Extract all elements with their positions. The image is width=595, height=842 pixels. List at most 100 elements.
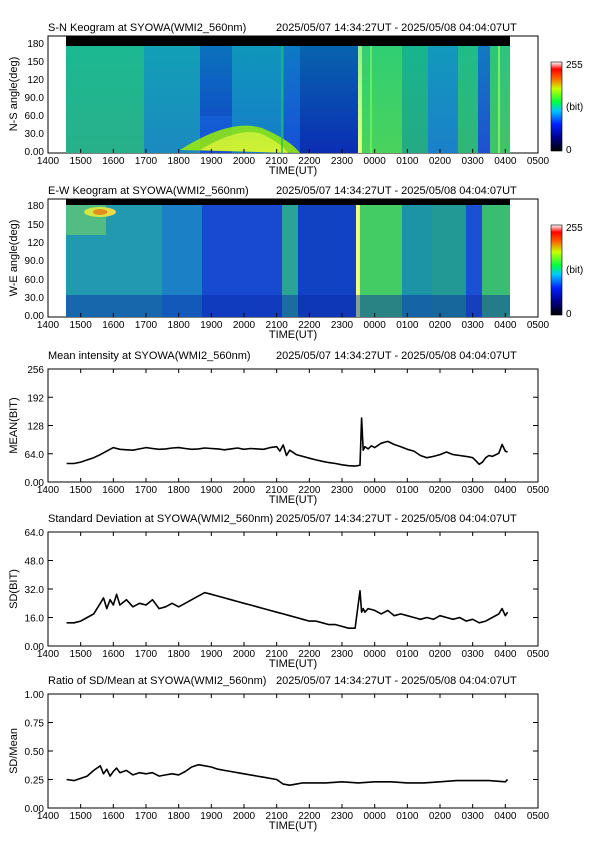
sd-xtick-label-0: 1400	[37, 649, 60, 660]
ratio-ytick-label-4: 1.00	[25, 690, 45, 701]
ratio-xtick-label-10: 0000	[364, 811, 387, 822]
mean-ytick-label-1: 64.0	[25, 450, 45, 461]
sd-xtick-label-6: 2000	[233, 649, 256, 660]
ew-colorbar-bar	[550, 224, 563, 316]
ew-xtick-label-10: 0000	[364, 320, 387, 331]
ew-xtick-label-2: 1600	[102, 320, 125, 331]
ratio-xtick-label-14: 0400	[494, 811, 517, 822]
sn-colorbar-bar	[550, 61, 563, 152]
mean-xtick-label-12: 0200	[429, 485, 452, 496]
ew-ytick-120: 120	[27, 238, 44, 249]
ew-keogram-yticks: 0.00 30.0 60.0 90.0 120 150 180	[25, 201, 45, 322]
ratio-xtick-label-3: 1700	[135, 811, 158, 822]
sn-xtick-label-10: 0000	[364, 156, 387, 167]
ew-colorbar-max: 255	[566, 223, 583, 234]
ew-xtick-label-7: 2100	[266, 320, 289, 331]
sn-ytick-120: 120	[27, 75, 44, 86]
sd-xtick-label-2: 1600	[102, 649, 125, 660]
sn-keogram-image	[66, 36, 510, 153]
sn-keogram-yticks: 0.00 30.0 60.0 90.0 120 150 180	[25, 39, 45, 158]
sn-ytick-0: 0.00	[25, 147, 45, 158]
sd-xtick-label-10: 0000	[364, 649, 387, 660]
sn-xtick-label-12: 0200	[429, 156, 452, 167]
sd-ytick-label-1: 16.0	[25, 614, 45, 625]
mean-xtick-label-10: 0000	[364, 485, 387, 496]
ratio-xtick-label-5: 1900	[200, 811, 223, 822]
sn-xtick-label-13: 0300	[462, 156, 485, 167]
ew-xtick-label-9: 2300	[331, 320, 354, 331]
ew-keogram-title: E-W Keogram at SYOWA(WMI2_560nm)	[48, 185, 249, 197]
mean-chart-time-range: 2025/05/07 14:34:27UT - 2025/05/08 04:04…	[276, 350, 517, 362]
sd-xtick-label-8: 2200	[298, 649, 321, 660]
sn-colorbar-min: 0	[566, 145, 572, 156]
ratio-ytick-label-0: 0.00	[25, 804, 45, 815]
sd-xtick-label-12: 0200	[429, 649, 452, 660]
ratio-xtick-label-11: 0100	[396, 811, 419, 822]
ew-colorbar: 255 (bit) 0	[550, 223, 583, 320]
mean-xtick-label-15: 0500	[527, 485, 550, 496]
ratio-xlabel: TIME(UT)	[269, 820, 317, 832]
sd-chart-panel: Standard Deviation at SYOWA(WMI2_560nm) 2…	[8, 513, 550, 670]
ratio-xtick-label-2: 1600	[102, 811, 125, 822]
ew-xtick-label-0: 1400	[37, 320, 60, 331]
ew-xtick-label-3: 1700	[135, 320, 158, 331]
mean-chart-frame	[47, 368, 539, 483]
mean-ytick-label-0: 0.00	[25, 478, 45, 489]
sd-xtick-label-7: 2100	[266, 649, 289, 660]
ew-ytick-150: 150	[27, 220, 44, 231]
sn-colorbar: 255 (bit) 0	[550, 60, 583, 156]
ratio-ytick-label-1: 0.25	[25, 776, 45, 787]
ratio-chart-panel: Ratio of SD/Mean at SYOWA(WMI2_560nm) 202…	[8, 675, 550, 832]
sn-xtick-label-11: 0100	[396, 156, 419, 167]
sn-colorbar-unit: (bit)	[566, 102, 583, 113]
sn-keogram-time-range: 2025/05/07 14:34:27UT - 2025/05/08 04:04…	[276, 22, 517, 34]
ew-xtick-label-15: 0500	[527, 320, 550, 331]
sn-xtick-label-15: 0500	[527, 156, 550, 167]
ew-keogram-xaxis: 1400 1500 1600 1700 1800 1900 2000 2100 2200 2300…	[37, 313, 550, 331]
sn-keogram-title: S-N Keogram at SYOWA(WMI2_560nm)	[48, 22, 246, 34]
sd-xtick-label-13: 0300	[462, 649, 485, 660]
ratio-chart-time-range: 2025/05/07 14:34:27UT - 2025/05/08 04:04…	[276, 675, 517, 687]
sn-xtick-label-3: 1700	[135, 156, 158, 167]
ratio-xtick-label-8: 2200	[298, 811, 321, 822]
mean-xtick-label-2: 1600	[102, 485, 125, 496]
ratio-xtick-label-7: 2100	[266, 811, 289, 822]
sn-ytick-60: 60.0	[25, 111, 45, 122]
ew-xtick-label-4: 1800	[168, 320, 191, 331]
ratio-chart-title: Ratio of SD/Mean at SYOWA(WMI2_560nm)	[48, 675, 266, 687]
ew-keogram-xlabel: TIME(UT)	[269, 329, 317, 341]
line-chart-panels: Mean intensity at SYOWA(WMI2_560nm) 2025/…	[8, 350, 550, 832]
ew-colorbar-unit: (bit)	[566, 265, 583, 276]
mean-ylabel: MEAN(BIT)	[8, 397, 20, 453]
sn-xtick-label-0: 1400	[37, 156, 60, 167]
mean-ytick-label-4: 256	[27, 365, 44, 376]
ew-ytick-60: 60.0	[25, 275, 45, 286]
sn-xtick-label-4: 1800	[168, 156, 191, 167]
mean-xtick-label-7: 2100	[266, 485, 289, 496]
sn-xtick-label-8: 2200	[298, 156, 321, 167]
ew-xtick-label-8: 2200	[298, 320, 321, 331]
sn-xtick-label-1: 1500	[70, 156, 93, 167]
ew-colorbar-min: 0	[566, 309, 572, 320]
ew-keogram-panel: E-W Keogram at SYOWA(WMI2_560nm) 2025/05…	[8, 185, 583, 341]
sn-colorbar-max: 255	[566, 60, 583, 71]
sn-keogram-ylabel: N-S angle(deg)	[8, 57, 20, 132]
mean-ytick-label-2: 128	[27, 422, 44, 433]
sn-xtick-label-6: 2000	[233, 156, 256, 167]
ratio-xtick-label-6: 2000	[233, 811, 256, 822]
mean-xtick-label-5: 1900	[200, 485, 223, 496]
sd-xtick-label-3: 1700	[135, 649, 158, 660]
ratio-xtick-label-1: 1500	[70, 811, 93, 822]
ew-ytick-90: 90.0	[25, 256, 45, 267]
ratio-xtick-label-13: 0300	[462, 811, 485, 822]
ratio-ylabel: SD/Mean	[8, 728, 20, 774]
sd-xtick-label-11: 0100	[396, 649, 419, 660]
ratio-xtick-label-0: 1400	[37, 811, 60, 822]
sn-keogram-xaxis: 1400 1500 1600 1700 1800 1900 2000 2100 2200 2300…	[37, 149, 550, 167]
sn-ytick-150: 150	[27, 57, 44, 68]
sn-ytick-30: 30.0	[25, 129, 45, 140]
mean-chart-title: Mean intensity at SYOWA(WMI2_560nm)	[48, 350, 251, 362]
mean-xtick-label-14: 0400	[494, 485, 517, 496]
ew-xtick-label-14: 0400	[494, 320, 517, 331]
ew-xtick-label-13: 0300	[462, 320, 485, 331]
